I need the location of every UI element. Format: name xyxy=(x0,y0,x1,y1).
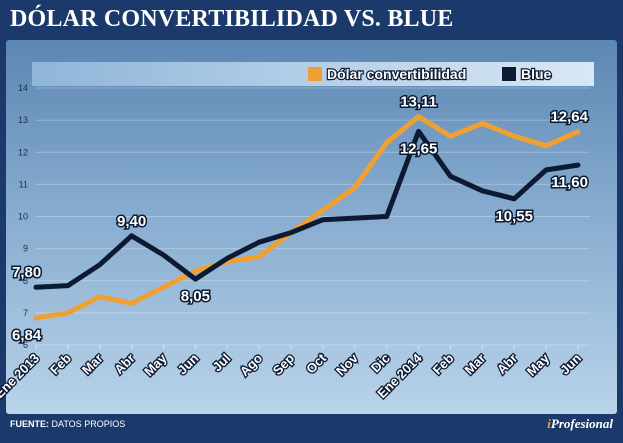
y-tick-label: 6 xyxy=(23,340,28,350)
x-tick-label: Abr xyxy=(494,351,520,377)
brand-logo: iProfesional xyxy=(547,416,613,432)
series-line-blue xyxy=(33,128,581,290)
data-label: 13,11 xyxy=(400,94,437,111)
x-tick-label: Jun xyxy=(557,350,584,377)
data-label: 11,60 xyxy=(551,174,588,191)
y-tick-label: 12 xyxy=(18,147,28,157)
x-tick-label: Ago xyxy=(237,350,266,379)
x-tick-label: May xyxy=(141,350,170,379)
data-label: 9,40 xyxy=(117,213,146,230)
y-tick-label: 14 xyxy=(18,83,28,93)
y-tick-label: 10 xyxy=(18,212,28,222)
source-label: FUENTE: xyxy=(10,419,49,429)
y-tick-label: 8 xyxy=(23,276,28,286)
y-tick-label: 9 xyxy=(23,244,28,254)
x-tick-label: Oct xyxy=(303,350,329,376)
source-text: DATOS PROPIOS xyxy=(51,419,126,429)
y-tick-label: 13 xyxy=(18,115,28,125)
legend-swatch xyxy=(308,67,322,81)
x-tick-label: Nov xyxy=(333,350,362,379)
y-tick-label: 7 xyxy=(23,308,28,318)
x-tick-label: Ene 2013 xyxy=(0,351,42,401)
legend-swatch xyxy=(502,67,516,81)
x-tick-label: Feb xyxy=(430,350,457,377)
x-tick-label: Mar xyxy=(79,351,106,378)
x-tick-label: Sep xyxy=(270,350,298,378)
x-tick-label: Jun xyxy=(175,350,202,377)
x-tick-label: Abr xyxy=(111,351,137,377)
x-tick-label: May xyxy=(524,350,553,379)
source-note: FUENTE: DATOS PROPIOS xyxy=(10,419,125,429)
data-label: 8,05 xyxy=(181,288,210,305)
series-line-convertibilidad xyxy=(33,114,581,321)
data-label: 7,80 xyxy=(12,264,41,281)
y-tick-label: 11 xyxy=(19,179,28,189)
data-label: 12,64 xyxy=(550,109,588,126)
data-label: 12,65 xyxy=(400,140,438,157)
x-tick-label: Dic xyxy=(368,351,393,376)
x-tick-label: Mar xyxy=(462,351,489,378)
legend-label: Dólar convertibilidad xyxy=(327,66,466,82)
data-label: 6,84 xyxy=(12,327,42,344)
data-label: 10,55 xyxy=(495,208,533,225)
x-tick-label: Feb xyxy=(47,350,74,377)
x-tick-label: Jul xyxy=(210,351,234,375)
legend-label: Blue xyxy=(521,66,552,82)
chart-title: DÓLAR CONVERTIBILIDAD VS. BLUE xyxy=(10,6,454,32)
brand-name: Profesional xyxy=(550,416,613,431)
brand-prefix: i xyxy=(547,416,551,431)
